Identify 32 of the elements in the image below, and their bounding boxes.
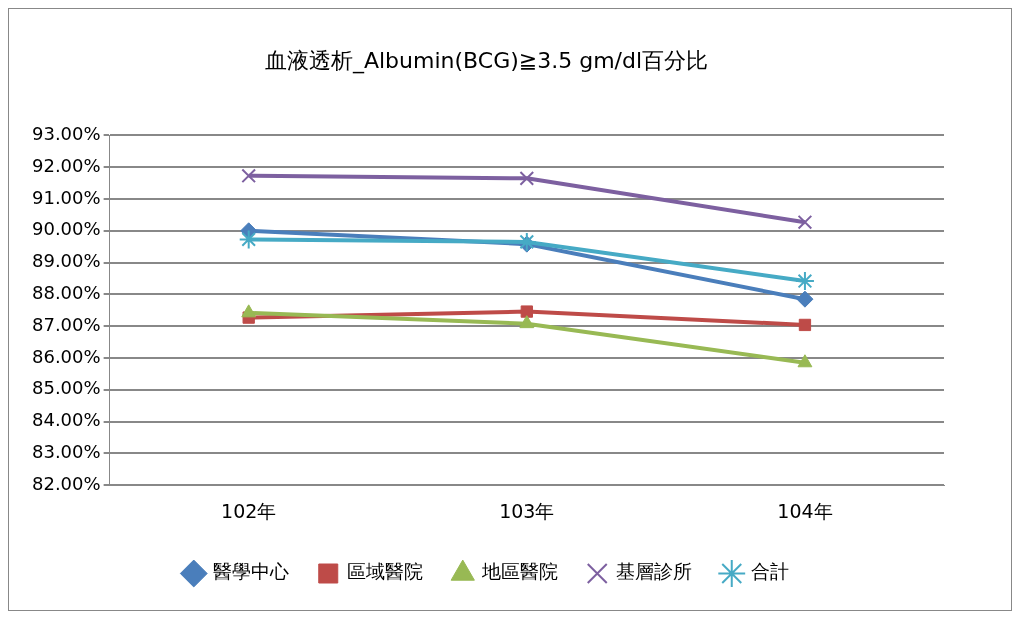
legend-label: 醫學中心	[212, 560, 289, 583]
y-tick-label: 92.00%	[31, 154, 101, 176]
point	[238, 229, 259, 250]
point	[794, 271, 815, 292]
point	[796, 290, 814, 308]
legend-label: 區域醫院	[347, 560, 424, 583]
y-tick-label: 90.00%	[31, 218, 101, 240]
legend-label: 基層診所	[616, 560, 693, 583]
chart-title: 血液透析_Albumin(BCG)≧3.5 gm/dl百分比	[264, 47, 709, 74]
y-tick-label: 88.00%	[31, 282, 101, 304]
y-tick-label: 93.00%	[31, 123, 101, 145]
point	[797, 354, 813, 368]
legend-label: 合計	[750, 560, 789, 583]
point	[519, 170, 535, 186]
legend-label: 地區醫院	[480, 560, 558, 583]
x-tick-label: 104年	[777, 499, 833, 522]
point	[241, 304, 257, 318]
y-tick-label: 87.00%	[31, 313, 101, 335]
y-tick-label: 85.00%	[31, 377, 101, 399]
point	[798, 318, 812, 332]
y-tick-label: 84.00%	[31, 409, 101, 431]
point	[520, 305, 533, 318]
point	[797, 214, 813, 230]
point	[241, 168, 257, 184]
y-tick-label: 91.00%	[31, 186, 101, 208]
x-tick-label: 103年	[499, 499, 555, 522]
x-tick-label: 102年	[221, 499, 277, 522]
y-tick-label: 82.00%	[31, 472, 101, 494]
y-tick-label: 83.00%	[31, 441, 101, 463]
y-tick-label: 86.00%	[31, 345, 101, 367]
y-tick-label: 89.00%	[31, 250, 101, 272]
point	[519, 315, 535, 329]
